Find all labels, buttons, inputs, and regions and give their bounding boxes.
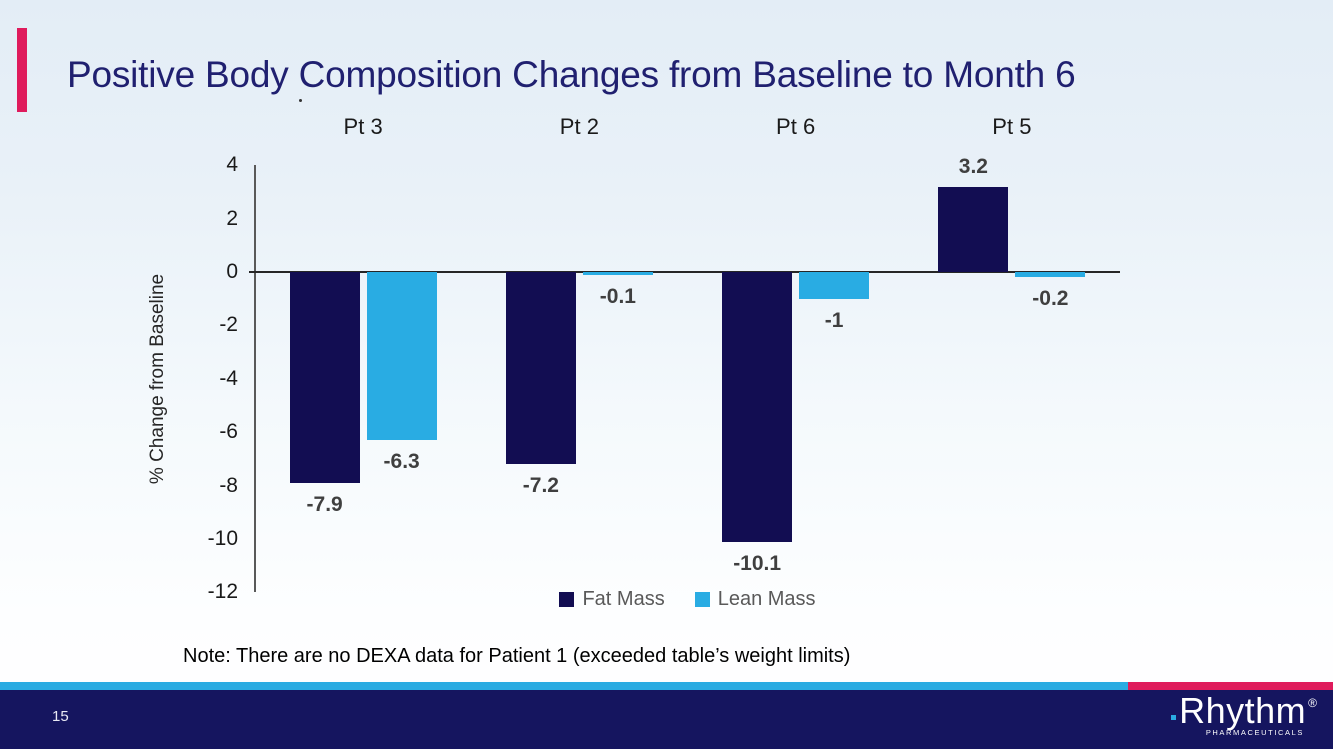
footer-stripe-pink: [1128, 682, 1333, 690]
legend-label-lean-mass: Lean Mass: [717, 588, 816, 610]
bar-fat-mass-pt-5: [938, 186, 1009, 272]
logo-subtext: PHARMACEUTICALS: [1205, 728, 1304, 737]
bar-value-label-fat-mass-pt-5: 3.2: [958, 154, 988, 178]
footer-stripe-blue: [0, 682, 1128, 690]
chart-legend: Fat Mass Lean Mass: [255, 589, 1120, 609]
bar-value-label-lean-mass-pt-6: -1: [824, 308, 844, 332]
bar-value-label-fat-mass-pt-3: -7.9: [306, 492, 343, 516]
bar-lean-mass-pt-5: [1015, 272, 1086, 278]
category-label-pt-3: Pt 3: [343, 114, 383, 139]
bar-lean-mass-pt-3: [366, 272, 437, 441]
page-number: 15: [52, 708, 69, 725]
y-axis-tick-label: -8: [219, 473, 238, 497]
bar-fat-mass-pt-3: [289, 272, 360, 483]
legend-item-lean-mass: Lean Mass: [694, 588, 816, 610]
legend-swatch-lean-mass: [694, 591, 710, 607]
bar-value-label-fat-mass-pt-2: -7.2: [522, 474, 559, 498]
title-accent-bar: [17, 28, 27, 112]
category-label-pt-2: Pt 2: [559, 114, 599, 139]
y-axis-tick-label: 2: [226, 206, 238, 230]
legend-item-fat-mass: Fat Mass: [559, 588, 665, 610]
stray-dot: [299, 99, 302, 102]
category-label-pt-5: Pt 5: [992, 114, 1032, 139]
registered-trademark-icon: ®: [1308, 696, 1317, 710]
y-axis-tick-label: 4: [226, 153, 238, 177]
category-label-pt-6: Pt 6: [776, 114, 816, 139]
bar-fat-mass-pt-6: [722, 272, 793, 542]
bar-lean-mass-pt-6: [799, 272, 870, 299]
y-axis-title: % Change from Baseline: [147, 273, 168, 485]
legend-label-fat-mass: Fat Mass: [582, 588, 665, 610]
rhythm-pharmaceuticals-logo: Rhythm ® PHARMACEUTICALS: [1171, 690, 1317, 737]
y-axis-tick-label: 0: [226, 260, 238, 283]
bar-fat-mass-pt-2: [505, 272, 576, 465]
bar-value-label-fat-mass-pt-6: -10.1: [733, 551, 782, 575]
bar-value-label-lean-mass-pt-3: -6.3: [383, 450, 420, 474]
y-axis-tick-label: -2: [219, 313, 238, 337]
logo-brand-row: Rhythm ®: [1171, 690, 1317, 731]
y-axis-line: [254, 165, 256, 593]
y-axis-tick-label: -10: [207, 527, 238, 550]
y-axis-tick-label: -4: [219, 366, 238, 390]
y-axis-tick-label: -6: [219, 420, 238, 444]
bar-lean-mass-pt-2: [582, 272, 653, 275]
bar-value-label-lean-mass-pt-2: -0.1: [599, 284, 636, 308]
logo-dot-icon: [1171, 715, 1177, 720]
slide-title: Positive Body Composition Changes from B…: [67, 54, 1076, 95]
bar-value-label-lean-mass-pt-5: -0.2: [1032, 287, 1069, 311]
footnote: Note: There are no DEXA data for Patient…: [183, 645, 851, 667]
footer-bar: 15 Rhythm ® PHARMACEUTICALS: [0, 690, 1333, 749]
logo-brand-text: Rhythm: [1179, 690, 1307, 731]
x-axis-zero-line: [249, 271, 1120, 273]
legend-swatch-fat-mass: [559, 591, 575, 607]
y-axis-tick-label: -12: [207, 580, 238, 604]
